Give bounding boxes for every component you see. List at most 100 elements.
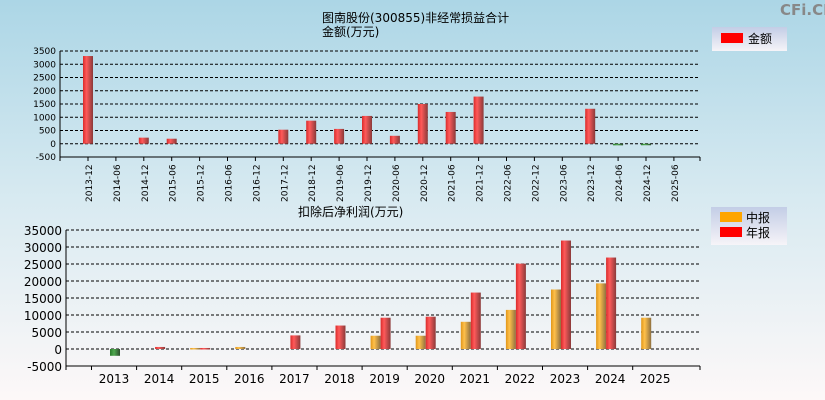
x-tick-label: 2018-12 (308, 164, 318, 202)
x-tick-label: 2021 (460, 372, 491, 386)
x-tick-label: 2015-12 (197, 164, 207, 202)
bar-年报-2024 (606, 257, 617, 349)
chart2-legend: 中报 年报 (711, 207, 787, 245)
bar-中报-2022 (505, 309, 516, 349)
bar-中报-2024 (596, 283, 607, 349)
legend-swatch-amount (721, 33, 743, 43)
legend-swatch-annual (720, 227, 742, 237)
x-tick-label: 2022-06 (504, 164, 514, 202)
bar-年报-2022 (515, 263, 526, 349)
y-tick-label: 1000 (33, 113, 56, 123)
bar-中报-2020 (415, 335, 426, 349)
y-tick-label: 15000 (24, 292, 62, 306)
legend-label-amount: 金额 (748, 31, 772, 46)
x-tick-label: 2023 (550, 372, 581, 386)
chart1-subtitle: 金额(万元) (322, 24, 379, 39)
x-tick-label: 2019-06 (336, 164, 346, 202)
bar-年报-2021 (470, 292, 481, 349)
x-tick-label: 2017-12 (280, 164, 290, 202)
y-tick-label: 25000 (24, 258, 62, 272)
bar-年报-2023 (561, 240, 571, 349)
x-tick-label: 2013-12 (85, 164, 95, 202)
y-tick-label: 2500 (33, 74, 56, 84)
bar-2019-12 (362, 115, 372, 144)
bar-2014-12 (138, 137, 149, 144)
bar-2021-06 (445, 111, 456, 144)
bar-2015-06 (166, 138, 177, 144)
bar-中报-2019 (370, 335, 381, 349)
x-tick-label: 2020-06 (392, 164, 402, 202)
x-tick-label: 2024-12 (643, 164, 653, 202)
y-tick-label: 500 (39, 127, 56, 137)
bar-2021-12 (473, 96, 484, 144)
x-tick-label: 2022-12 (531, 164, 541, 202)
x-tick-label: 2022 (505, 372, 536, 386)
bar-中报-2015 (190, 347, 201, 350)
bar-年报-2018 (335, 325, 346, 349)
y-tick-label: 1500 (33, 100, 56, 110)
y-tick-label: 3000 (33, 60, 56, 70)
bar-中报-2023 (551, 289, 561, 349)
x-tick-label: 2020 (414, 372, 445, 386)
bar-年报-2017 (290, 335, 301, 349)
y-tick-label: -500 (36, 153, 57, 163)
legend-label-interim: 中报 (746, 210, 770, 225)
x-tick-label: 2014-06 (113, 164, 123, 202)
x-tick-label: 2020-12 (420, 164, 430, 202)
x-tick-label: 2015 (189, 372, 220, 386)
bar-年报-2015 (200, 347, 211, 350)
x-tick-label: 2017 (279, 372, 310, 386)
bar-2024-12 (641, 143, 651, 146)
bar-2020-06 (389, 135, 400, 144)
x-tick-label: 2019 (369, 372, 400, 386)
bar-2019-06 (334, 128, 345, 144)
y-tick-label: 2000 (33, 87, 56, 97)
y-tick-label: 3500 (33, 47, 56, 57)
bar-中报-2025 (641, 317, 652, 349)
y-tick-label: 20000 (24, 275, 62, 289)
x-tick-label: 2016-12 (252, 164, 262, 202)
bar-2024-06 (613, 143, 624, 146)
x-tick-label: 2013 (99, 372, 130, 386)
x-tick-label: 2021-06 (448, 164, 458, 202)
bar-2017-12 (278, 129, 289, 144)
x-tick-label: 2024 (595, 372, 626, 386)
y-tick-label: 35000 (24, 224, 62, 238)
chart1-legend: 金额 (712, 27, 787, 51)
y-tick-label: 0 (54, 343, 62, 357)
bar-年报-2019 (380, 317, 391, 349)
y-tick-label: 0 (50, 140, 56, 150)
x-tick-label: 2025 (640, 372, 671, 386)
bar-年报-2013 (110, 349, 120, 356)
chart2-title: 扣除后净利润(万元) (298, 204, 403, 219)
x-tick-label: 2019-12 (364, 164, 374, 202)
x-tick-label: 2015-06 (169, 164, 179, 202)
bar-2013-12 (83, 56, 93, 144)
y-tick-label: 5000 (31, 326, 62, 340)
x-tick-label: 2014 (144, 372, 175, 386)
y-tick-label: -5000 (27, 360, 62, 374)
bar-2020-12 (417, 104, 428, 144)
legend-label-annual: 年报 (746, 225, 770, 240)
x-tick-label: 2021-12 (476, 164, 486, 202)
watermark: CFi.CN (780, 1, 825, 19)
bar-年报-2014 (155, 346, 166, 349)
x-tick-label: 2018 (324, 372, 355, 386)
x-tick-label: 2025-06 (671, 164, 681, 202)
bar-2018-12 (306, 120, 317, 144)
x-tick-label: 2023-12 (587, 164, 597, 202)
x-tick-label: 2014-12 (141, 164, 151, 202)
bar-2023-12 (585, 108, 596, 144)
bar-中报-2016 (235, 346, 246, 349)
y-tick-label: 30000 (24, 241, 62, 255)
legend-swatch-interim (720, 212, 742, 222)
bar-年报-2020 (425, 316, 436, 349)
x-tick-label: 2023-06 (559, 164, 569, 202)
x-tick-label: 2016-06 (225, 164, 235, 202)
x-tick-label: 2016 (234, 372, 265, 386)
chart1-title: 图南股份(300855)非经常损益合计 (322, 10, 509, 25)
y-tick-label: 10000 (24, 309, 62, 323)
bar-中报-2021 (460, 321, 471, 349)
x-tick-label: 2024-06 (615, 164, 625, 202)
